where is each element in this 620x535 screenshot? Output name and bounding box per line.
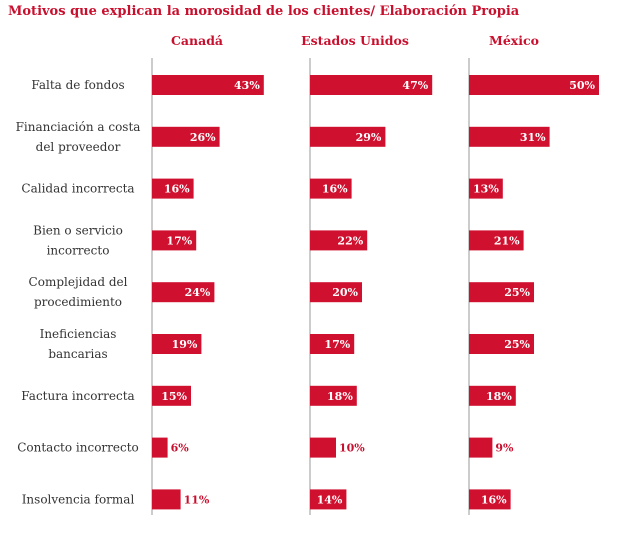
value-label-0-6: 15% (161, 390, 187, 403)
bar-2-0 (469, 75, 599, 95)
value-label-1-4: 20% (332, 286, 358, 299)
bar-2-5 (469, 334, 534, 354)
value-label-0-3: 17% (166, 234, 192, 247)
row-label-5: Ineficiencias bancarias (40, 327, 117, 361)
bar-2-6 (469, 385, 516, 406)
value-label-0-2: 16% (164, 183, 190, 196)
row-label-line: Bien o servicio (33, 223, 123, 237)
bar-2-3 (469, 230, 524, 251)
column-header-2: México (489, 33, 539, 48)
value-label-1-1: 29% (356, 131, 382, 144)
row-label-line: bancarias (48, 347, 107, 361)
bar-1-4 (310, 282, 362, 303)
value-label-1-7: 10% (339, 442, 365, 455)
value-label-0-4: 24% (185, 286, 211, 299)
bars: 43% 26% 16% 17% 24% 19% 15% 6% 11% 47% 29% 16% 22% 20… (152, 75, 599, 510)
value-label-1-6: 18% (327, 390, 353, 403)
value-label-2-1: 31% (520, 131, 546, 144)
value-label-2-0: 50% (569, 79, 595, 92)
row-label-line: Complejidad del (29, 275, 128, 289)
bar-0-3 (152, 230, 197, 251)
bar-2-4 (469, 282, 534, 303)
value-label-1-3: 22% (337, 234, 363, 247)
row-labels: Falta de fondos Financiación a costa del p… (16, 78, 141, 506)
bar-1-6 (310, 385, 357, 406)
row-label-line: Ineficiencias (40, 327, 117, 341)
row-label-line: del proveedor (36, 140, 121, 154)
bar-0-4 (152, 282, 215, 303)
bar-0-7 (152, 437, 168, 458)
value-label-2-2: 13% (473, 183, 499, 196)
bar-2-8 (469, 489, 511, 510)
row-label-0: Falta de fondos (31, 78, 124, 92)
value-label-2-5: 25% (504, 338, 530, 351)
bar-0-8 (152, 489, 181, 510)
bar-0-5 (152, 334, 202, 354)
row-label-4: Complejidad del procedimiento (29, 275, 128, 309)
bar-1-2 (310, 178, 352, 199)
value-label-0-0: 43% (234, 79, 260, 92)
row-label-line: incorrecto (47, 243, 110, 257)
value-label-0-1: 26% (190, 131, 216, 144)
value-label-0-8: 11% (184, 493, 210, 506)
row-label-7: Contacto incorrecto (17, 441, 139, 455)
bar-0-2 (152, 178, 194, 199)
column-headers: Canadá Estados Unidos México (171, 33, 539, 48)
row-label-1: Financiación a costa del proveedor (16, 120, 141, 154)
bar-1-8 (310, 489, 347, 510)
value-label-2-6: 18% (486, 390, 512, 403)
bar-1-7 (310, 437, 336, 458)
bar-2-1 (469, 126, 550, 147)
row-label-3: Bien o servicio incorrecto (33, 223, 123, 257)
bar-1-1 (310, 126, 386, 147)
row-label-8: Insolvencia formal (22, 492, 135, 506)
value-label-1-0: 47% (402, 79, 428, 92)
column-header-1: Estados Unidos (301, 33, 409, 48)
column-header-0: Canadá (171, 33, 223, 48)
row-label-6: Factura incorrecta (21, 389, 134, 403)
value-label-2-4: 25% (504, 286, 530, 299)
bar-0-1 (152, 126, 220, 147)
bar-0-6 (152, 385, 191, 406)
bar-0-0 (152, 75, 264, 95)
value-label-1-2: 16% (322, 183, 348, 196)
row-label-line: Financiación a costa (16, 120, 141, 134)
bar-2-7 (469, 437, 493, 458)
chart-title: Motivos que explican la morosidad de los… (8, 4, 520, 19)
row-label-line: procedimiento (34, 295, 122, 309)
row-label-2: Calidad incorrecta (21, 182, 134, 196)
bar-1-0 (310, 75, 433, 95)
bar-1-5 (310, 334, 355, 354)
bar-1-3 (310, 230, 368, 251)
value-label-2-8: 16% (481, 493, 507, 506)
value-label-1-8: 14% (317, 493, 343, 506)
value-label-0-7: 6% (171, 442, 190, 455)
value-label-1-5: 17% (324, 338, 350, 351)
value-label-2-7: 9% (495, 442, 514, 455)
value-label-0-5: 19% (172, 338, 198, 351)
bar-2-2 (469, 178, 503, 199)
value-label-2-3: 21% (494, 234, 520, 247)
